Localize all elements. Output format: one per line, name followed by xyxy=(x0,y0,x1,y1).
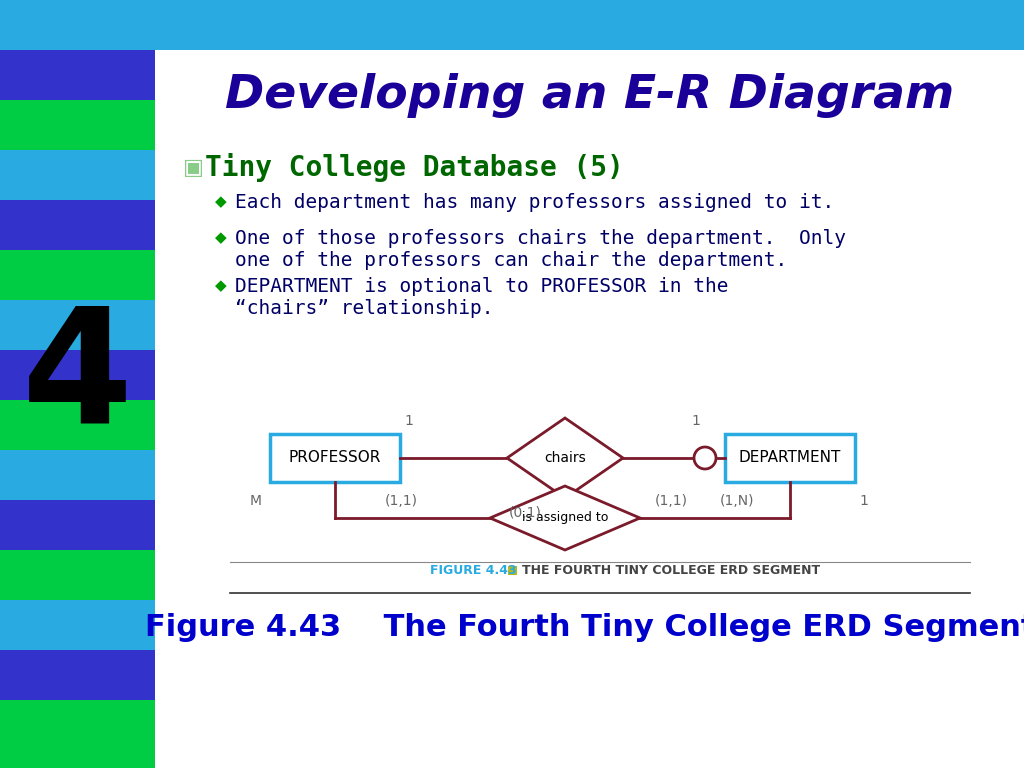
Text: Figure 4.43    The Fourth Tiny College ERD Segment: Figure 4.43 The Fourth Tiny College ERD … xyxy=(144,614,1024,643)
FancyBboxPatch shape xyxy=(270,434,400,482)
FancyBboxPatch shape xyxy=(508,566,517,575)
Text: ◆: ◆ xyxy=(215,194,226,210)
Text: (1,N): (1,N) xyxy=(720,494,755,508)
FancyBboxPatch shape xyxy=(0,50,155,100)
Circle shape xyxy=(694,447,716,469)
Text: M: M xyxy=(250,494,262,508)
Text: THE FOURTH TINY COLLEGE ERD SEGMENT: THE FOURTH TINY COLLEGE ERD SEGMENT xyxy=(522,564,820,577)
Text: one of the professors can chair the department.: one of the professors can chair the depa… xyxy=(234,250,787,270)
Text: “chairs” relationship.: “chairs” relationship. xyxy=(234,299,494,317)
Text: Developing an E-R Diagram: Developing an E-R Diagram xyxy=(225,72,954,118)
Text: Tiny College Database (5): Tiny College Database (5) xyxy=(205,154,624,183)
FancyBboxPatch shape xyxy=(0,100,155,150)
Text: One of those professors chairs the department.  Only: One of those professors chairs the depar… xyxy=(234,229,846,247)
Text: PROFESSOR: PROFESSOR xyxy=(289,451,381,465)
FancyBboxPatch shape xyxy=(0,250,155,300)
Text: ◆: ◆ xyxy=(215,279,226,293)
Text: Each department has many professors assigned to it.: Each department has many professors assi… xyxy=(234,193,835,211)
Text: 4: 4 xyxy=(22,300,133,455)
FancyBboxPatch shape xyxy=(0,200,155,250)
Text: (1,1): (1,1) xyxy=(655,494,688,508)
FancyBboxPatch shape xyxy=(0,600,155,650)
FancyBboxPatch shape xyxy=(0,450,155,500)
Text: FIGURE 4.43: FIGURE 4.43 xyxy=(430,564,517,577)
FancyBboxPatch shape xyxy=(0,700,155,768)
Text: 1: 1 xyxy=(859,494,868,508)
Polygon shape xyxy=(490,486,640,550)
Text: is assigned to: is assigned to xyxy=(522,511,608,525)
Text: ◆: ◆ xyxy=(215,230,226,246)
FancyBboxPatch shape xyxy=(0,650,155,700)
FancyBboxPatch shape xyxy=(0,500,155,550)
FancyBboxPatch shape xyxy=(0,0,1024,50)
FancyBboxPatch shape xyxy=(0,300,155,350)
Text: 1: 1 xyxy=(404,414,413,428)
FancyBboxPatch shape xyxy=(0,350,155,400)
Text: (1,1): (1,1) xyxy=(385,494,418,508)
Text: DEPARTMENT is optional to PROFESSOR in the: DEPARTMENT is optional to PROFESSOR in t… xyxy=(234,276,728,296)
Text: chairs: chairs xyxy=(544,451,586,465)
FancyBboxPatch shape xyxy=(0,150,155,200)
FancyBboxPatch shape xyxy=(0,550,155,600)
Polygon shape xyxy=(507,418,623,498)
FancyBboxPatch shape xyxy=(0,0,155,50)
Text: (0,1): (0,1) xyxy=(509,506,542,520)
Text: 1: 1 xyxy=(691,414,700,428)
Text: DEPARTMENT: DEPARTMENT xyxy=(738,451,841,465)
FancyBboxPatch shape xyxy=(725,434,855,482)
FancyBboxPatch shape xyxy=(0,400,155,450)
Text: ▣: ▣ xyxy=(183,158,204,178)
